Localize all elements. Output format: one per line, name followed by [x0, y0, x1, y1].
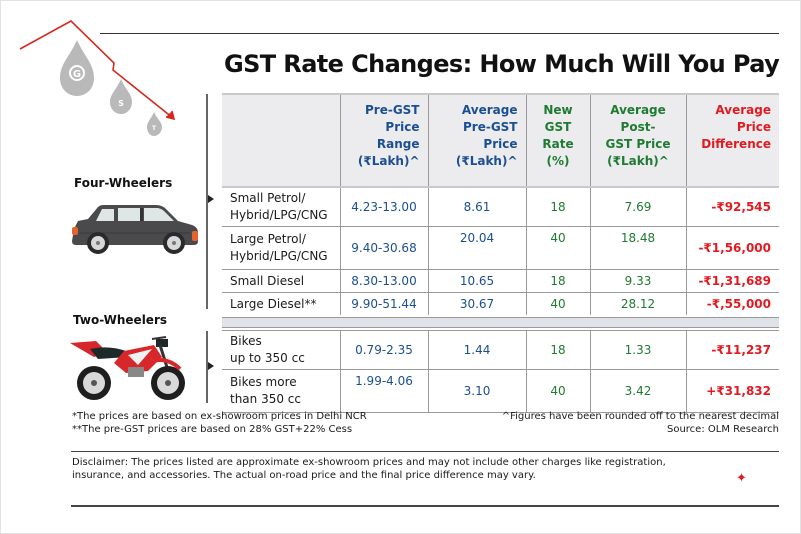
- four-wheelers-bracket: [206, 94, 208, 309]
- footnote-rounding: ^Figures have been rounded off to the ne…: [501, 411, 779, 422]
- spacer: [222, 327, 779, 331]
- header-new-gst-rate: New GST Rate (%): [525, 93, 590, 188]
- gst-rate-cell: 40: [525, 369, 590, 413]
- header-pre-gst-range: Pre-GST Price Range (₹Lakh)^: [339, 93, 428, 188]
- avg-pre-gst-cell: 30.67: [427, 292, 526, 315]
- gst-rate-cell: 40: [525, 292, 590, 315]
- avg-pre-gst-cell: 8.61: [427, 187, 526, 227]
- down-trend-arrow-icon: [19, 20, 176, 121]
- header-avg-post-gst-price: Average Post- GST Price (₹Lakh)^: [589, 93, 686, 188]
- segment-cell: Large Diesel**: [230, 296, 317, 311]
- two-wheelers-bracket: [206, 331, 208, 403]
- gst-drops-decoration: G S T: [19, 20, 176, 136]
- motorcycle-icon: [70, 336, 185, 400]
- price-difference-cell: -₹1,31,689: [685, 269, 779, 293]
- avg-post-gst-cell: 28.12: [589, 292, 686, 315]
- gst-rate-cell: 18: [525, 187, 590, 227]
- header-avg-pre-gst-price: Average Pre-GST Price (₹Lakh)^: [427, 93, 526, 188]
- avg-pre-gst-cell: 1.44: [427, 330, 526, 370]
- top-divider: [100, 33, 779, 34]
- header-avg-price-difference: Average Price Difference: [685, 93, 779, 188]
- price-difference-cell: -₹,55,000: [685, 292, 779, 315]
- pre-gst-range-cell: 0.79-2.35: [339, 330, 428, 370]
- pre-gst-range-cell: 1.99-4.06: [339, 369, 428, 413]
- sparkle-icon: ✦: [736, 471, 747, 486]
- segment-cell: Small Diesel: [222, 269, 340, 293]
- gst-rate-cell: 40: [525, 226, 590, 270]
- gst-rate-cell: 18: [525, 269, 590, 293]
- category-separator: [222, 317, 779, 328]
- gst-comparison-table: Pre-GST Price Range (₹Lakh)^ Average Pre-GS…: [222, 93, 779, 413]
- table-row: Small Diesel 8.30-13.00 10.65 18 9.33 -₹…: [222, 269, 779, 293]
- four-wheelers-label: Four-Wheelers: [74, 176, 173, 190]
- avg-post-gst-cell: 3.42: [589, 369, 686, 413]
- svg-text:S: S: [118, 99, 124, 108]
- footnote-delhi-ncr: *The prices are based on ex-showroom pri…: [72, 411, 367, 422]
- page-title: GST Rate Changes: How Much Will You Pay: [224, 50, 780, 78]
- drop-s-icon: S: [110, 79, 132, 114]
- table-row: Large Diesel** 9.90-51.44 30.67 40 28.12…: [222, 292, 779, 315]
- two-wheelers-pointer-icon: [208, 362, 214, 370]
- segment-cell: Bikes up to 350 cc: [222, 330, 340, 370]
- source-credit: Source: OLM Research: [666, 424, 779, 435]
- avg-pre-gst-cell: 10.65: [427, 269, 526, 293]
- table-row: Small Petrol/Hybrid/LPG/CNG 4.23-13.00 8…: [222, 187, 779, 227]
- segment-cell: Small Petrol/Hybrid/LPG/CNG: [222, 187, 340, 227]
- table-row: Bikes more than 350 cc 1.99-4.06 3.10 40 …: [222, 369, 779, 413]
- footnote-cess: **The pre-GST prices are based on 28% GS…: [72, 424, 353, 435]
- table-header-row: Pre-GST Price Range (₹Lakh)^ Average Pre-GS…: [222, 93, 779, 188]
- price-difference-cell: +₹31,832: [685, 369, 779, 413]
- car-icon: [72, 205, 198, 254]
- pre-gst-range-cell: 9.40-30.68: [339, 226, 428, 270]
- segment-cell: Large Petrol/Hybrid/LPG/CNG: [222, 226, 340, 270]
- table-row: Bikes up to 350 cc 0.79-2.35 1.44 18 1.33…: [222, 330, 779, 370]
- price-difference-cell: -₹1,56,000: [685, 226, 779, 270]
- pre-gst-range-cell: 4.23-13.00: [339, 187, 428, 227]
- avg-post-gst-cell: 1.33: [589, 330, 686, 370]
- footnotes-right: ^Figures have been rounded off to the ne…: [502, 410, 779, 436]
- pre-gst-range-cell: 9.90-51.44: [339, 292, 428, 315]
- gst-rate-cell: 18: [525, 330, 590, 370]
- avg-post-gst-cell: 9.33: [589, 269, 686, 293]
- footnotes-left: *The prices are based on ex-showroom pri…: [72, 410, 367, 436]
- four-wheelers-pointer-icon: [208, 195, 214, 203]
- two-wheelers-label: Two-Wheelers: [73, 313, 168, 327]
- svg-text:G: G: [73, 69, 81, 80]
- disclaimer-top-divider: [71, 451, 779, 452]
- disclaimer: Disclaimer: The prices listed are approx…: [72, 456, 666, 482]
- avg-post-gst-cell: 18.48: [589, 226, 686, 270]
- avg-pre-gst-cell: 3.10: [427, 369, 526, 413]
- price-difference-cell: -₹92,545: [685, 187, 779, 227]
- drop-g-icon: G: [60, 40, 94, 96]
- disclaimer-line: Disclaimer: The prices listed are approx…: [72, 457, 666, 468]
- bottom-divider: [71, 505, 779, 507]
- avg-pre-gst-cell: 20.04: [427, 226, 526, 270]
- header-segment: [222, 93, 340, 188]
- svg-text:T: T: [152, 125, 157, 132]
- pre-gst-range-cell: 8.30-13.00: [339, 269, 428, 293]
- table-row: Large Petrol/Hybrid/LPG/CNG 9.40-30.68 2…: [222, 226, 779, 270]
- segment-cell: Bikes more than 350 cc: [222, 369, 340, 413]
- price-difference-cell: -₹11,237: [685, 330, 779, 370]
- drop-t-icon: T: [147, 112, 162, 136]
- disclaimer-line: insurance, and accessories. The actual o…: [72, 470, 536, 481]
- spacer: [222, 315, 779, 318]
- avg-post-gst-cell: 7.69: [589, 187, 686, 227]
